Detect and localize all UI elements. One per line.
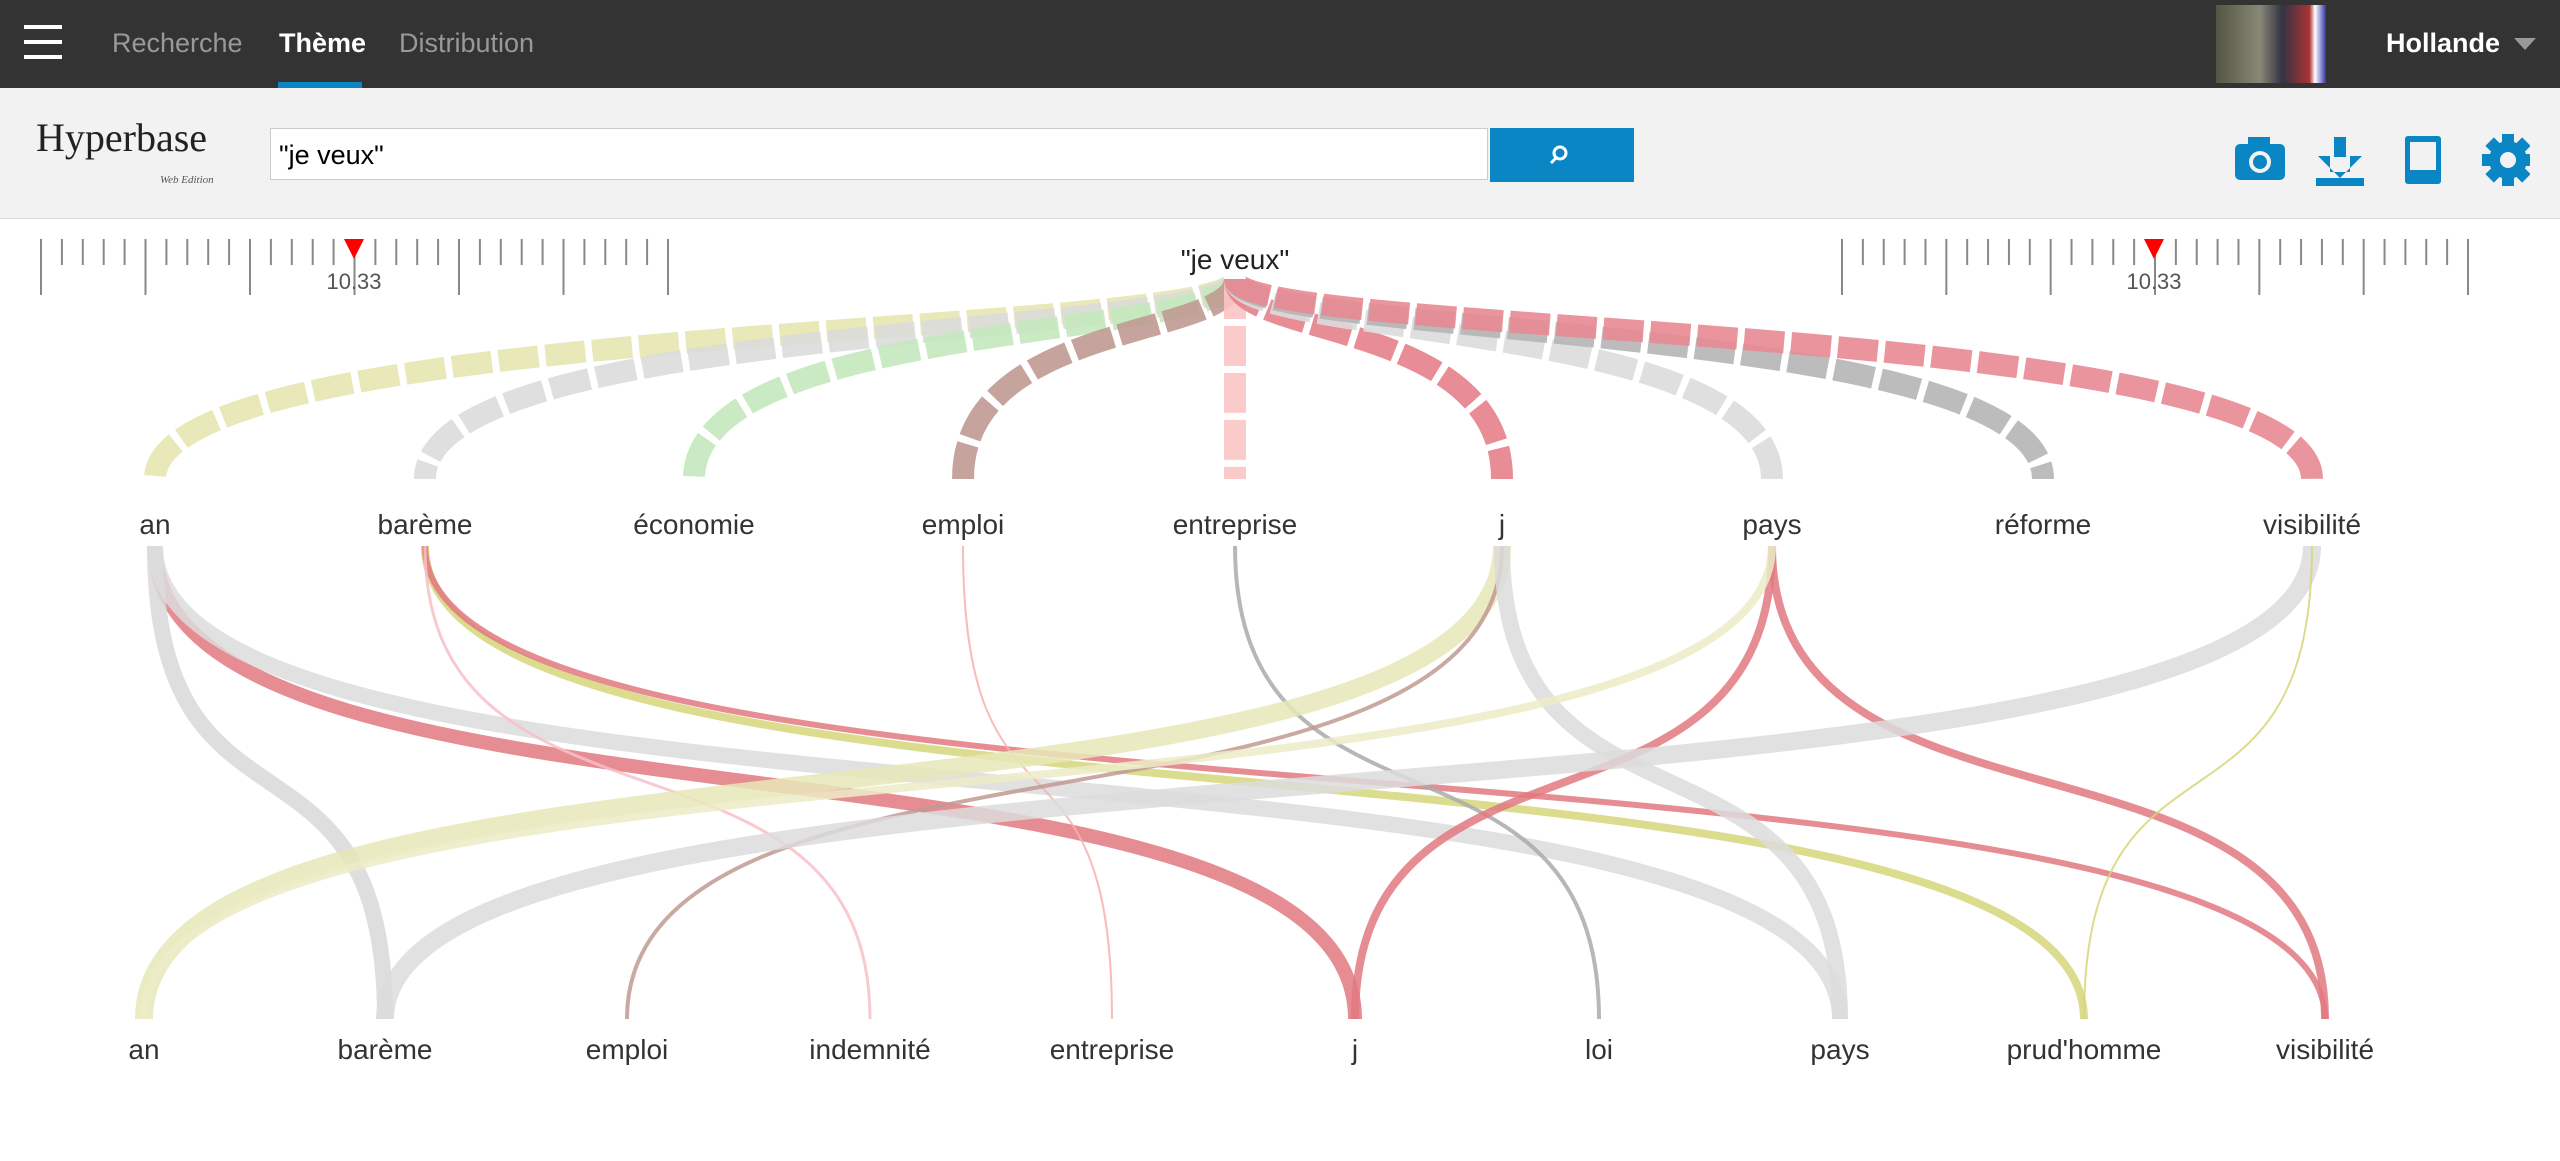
logo-edition: Web Edition	[160, 174, 214, 186]
menu-icon[interactable]	[24, 25, 64, 61]
toolbar-icons	[2235, 134, 2530, 186]
download-icon[interactable]	[2316, 137, 2364, 186]
toolbar: Hyperbase Web Edition "je veux"	[0, 88, 2560, 219]
node-label: an	[139, 509, 170, 540]
word-link	[140, 545, 1776, 1020]
word-link	[625, 545, 1504, 1020]
word-link	[2083, 545, 2313, 1020]
word-link	[1351, 545, 1776, 1020]
word-link	[962, 545, 1113, 1020]
word-link	[147, 545, 393, 1020]
slider-label: 10.33	[326, 269, 381, 294]
root-link	[1224, 274, 2323, 481]
avatar[interactable]	[2216, 5, 2326, 83]
root-link	[952, 276, 1246, 480]
root-word: "je veux"	[1181, 244, 1290, 275]
word-link	[1768, 545, 2329, 1020]
word-link	[376, 545, 2321, 1020]
node-label: loi	[1585, 1034, 1613, 1065]
node-label: pays	[1742, 509, 1801, 540]
slider-label: 10.33	[2126, 269, 2181, 294]
node-label: réforme	[1995, 509, 2091, 540]
node-label: an	[128, 1034, 159, 1065]
search-input[interactable]: "je veux"	[270, 128, 1488, 180]
node-label: visibilité	[2263, 509, 2361, 540]
node-label: j	[1351, 1034, 1358, 1065]
camera-icon[interactable]	[2235, 137, 2285, 180]
node-label: barème	[378, 509, 473, 540]
user-name[interactable]: Hollande	[2386, 28, 2501, 58]
active-indicator	[278, 82, 362, 88]
node-label: visibilité	[2276, 1034, 2374, 1065]
nav-item[interactable]: Recherche	[112, 28, 243, 58]
node-label: j	[1498, 509, 1505, 540]
dropdown-caret[interactable]	[2514, 38, 2536, 52]
search-button[interactable]	[1490, 128, 1634, 182]
slider-handle	[2144, 239, 2164, 259]
word-link	[423, 545, 872, 1020]
word-link	[1494, 545, 1848, 1020]
node-label: pays	[1810, 1034, 1869, 1065]
node-label: indemnité	[809, 1034, 930, 1065]
nav-item[interactable]: Distribution	[399, 28, 535, 58]
node-label: emploi	[922, 509, 1004, 540]
root-link	[683, 275, 1246, 480]
logo: Hyperbase	[36, 115, 208, 160]
node-label: entreprise	[1173, 509, 1298, 540]
settings-icon[interactable]	[2482, 134, 2530, 186]
slider-handle	[344, 239, 364, 259]
node-label: entreprise	[1050, 1034, 1175, 1065]
nav-item[interactable]: Thème	[279, 28, 367, 58]
top-bar: Recherche Thème Distribution Hollande	[0, 0, 2560, 88]
word-link	[135, 545, 1511, 1020]
node-label: barème	[338, 1034, 433, 1065]
node-label: emploi	[586, 1034, 668, 1065]
node-label: économie	[633, 509, 754, 540]
book-icon[interactable]	[2405, 136, 2441, 184]
node-label: prud'homme	[2007, 1034, 2162, 1065]
graph: 10.33 10.33 "je veux" an barème économie emplo…	[40, 239, 2469, 1065]
